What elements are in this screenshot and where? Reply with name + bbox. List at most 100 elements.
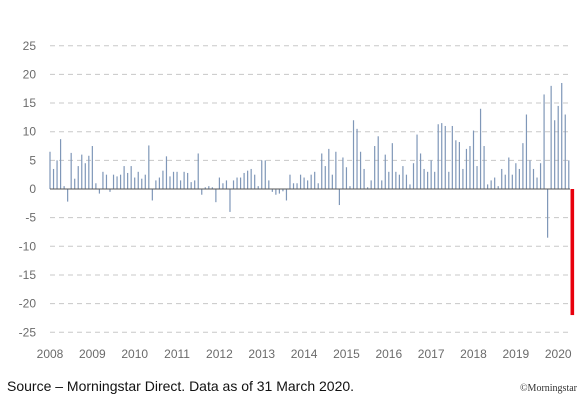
bar xyxy=(539,163,542,189)
bar xyxy=(321,153,323,189)
bar xyxy=(402,166,404,189)
bar xyxy=(239,177,242,189)
bar xyxy=(511,174,513,189)
bar xyxy=(299,174,302,189)
bar xyxy=(218,177,220,189)
bar xyxy=(222,183,224,189)
bar xyxy=(504,174,506,189)
bar xyxy=(296,183,298,189)
bar xyxy=(59,139,62,189)
bar xyxy=(190,182,192,189)
bar xyxy=(225,180,228,189)
bar xyxy=(201,189,203,195)
bar xyxy=(165,156,168,189)
x-tick-label: 2015 xyxy=(333,347,360,361)
bar xyxy=(554,120,556,189)
bar xyxy=(197,153,199,189)
bar xyxy=(261,160,263,189)
bar xyxy=(444,125,446,189)
x-tick-label: 2019 xyxy=(502,347,529,361)
bar xyxy=(211,187,213,189)
bar xyxy=(208,186,210,189)
y-tick-label: 0 xyxy=(29,182,36,196)
bar xyxy=(169,176,171,189)
bar xyxy=(455,140,457,189)
bar xyxy=(179,180,182,189)
bar xyxy=(247,170,249,189)
bar xyxy=(359,151,362,189)
y-tick-label: 25 xyxy=(23,39,37,53)
bar xyxy=(427,171,429,189)
bar xyxy=(536,177,538,189)
bar xyxy=(529,160,531,189)
bar xyxy=(155,180,157,189)
bar xyxy=(162,170,164,189)
x-tick-label: 2016 xyxy=(375,347,402,361)
bar xyxy=(95,183,97,189)
bar xyxy=(483,146,485,189)
bar xyxy=(398,174,400,189)
bar xyxy=(430,160,432,189)
x-axis-labels: 2008 2009 2010 2011 2012 2013 2014 2015 2016 2017… xyxy=(37,347,572,361)
x-tick-label: 2010 xyxy=(121,347,148,361)
bar xyxy=(412,163,415,189)
bars xyxy=(49,82,575,316)
bar xyxy=(335,151,337,189)
bar xyxy=(127,172,129,189)
bar xyxy=(564,114,566,189)
bar xyxy=(388,171,390,189)
x-tick-label: 2014 xyxy=(291,347,318,361)
y-tick-label: -10 xyxy=(19,239,37,253)
bar xyxy=(112,174,115,189)
y-tick-label: -20 xyxy=(19,297,37,311)
bar xyxy=(116,176,118,189)
y-axis-labels: 25 20 15 10 5 0 -5 -10 -15 -20 -25 xyxy=(19,39,37,340)
bar xyxy=(119,174,122,189)
x-tick-label: 2017 xyxy=(418,347,445,361)
bar xyxy=(363,168,365,189)
bar xyxy=(151,189,153,201)
bar xyxy=(158,177,161,189)
bar xyxy=(356,128,358,189)
y-tick-label: -25 xyxy=(19,325,37,339)
bar xyxy=(494,177,496,189)
bar xyxy=(109,189,111,192)
bar xyxy=(331,174,333,189)
bar xyxy=(409,184,411,189)
bar xyxy=(441,123,443,189)
bar xyxy=(105,174,108,189)
bar xyxy=(324,166,326,189)
y-tick-label: 10 xyxy=(23,125,37,139)
bar xyxy=(229,189,231,212)
x-tick-label: 2013 xyxy=(248,347,275,361)
bar xyxy=(469,146,471,189)
bar xyxy=(123,166,125,189)
y-tick-label: 20 xyxy=(23,67,37,81)
bar xyxy=(419,153,422,189)
bar xyxy=(98,189,101,194)
bar xyxy=(172,171,175,189)
bar xyxy=(547,189,549,238)
x-tick-label: 2018 xyxy=(460,347,487,361)
gridlines xyxy=(50,45,570,333)
bar xyxy=(67,189,69,202)
bar xyxy=(314,171,316,189)
bar xyxy=(561,82,563,189)
bar xyxy=(88,155,90,189)
bar xyxy=(303,177,305,189)
bar xyxy=(130,166,132,189)
bar xyxy=(451,125,453,189)
bar xyxy=(236,177,238,189)
bar xyxy=(257,186,259,189)
bar xyxy=(102,171,104,189)
bar xyxy=(395,171,397,189)
bar xyxy=(137,171,139,189)
bar xyxy=(148,145,150,189)
bar xyxy=(367,187,369,189)
bar xyxy=(448,171,450,189)
bar xyxy=(405,174,408,189)
bar xyxy=(374,146,376,189)
source-note: Source – Morningstar Direct. Data as of … xyxy=(7,378,355,394)
bar xyxy=(370,180,372,189)
